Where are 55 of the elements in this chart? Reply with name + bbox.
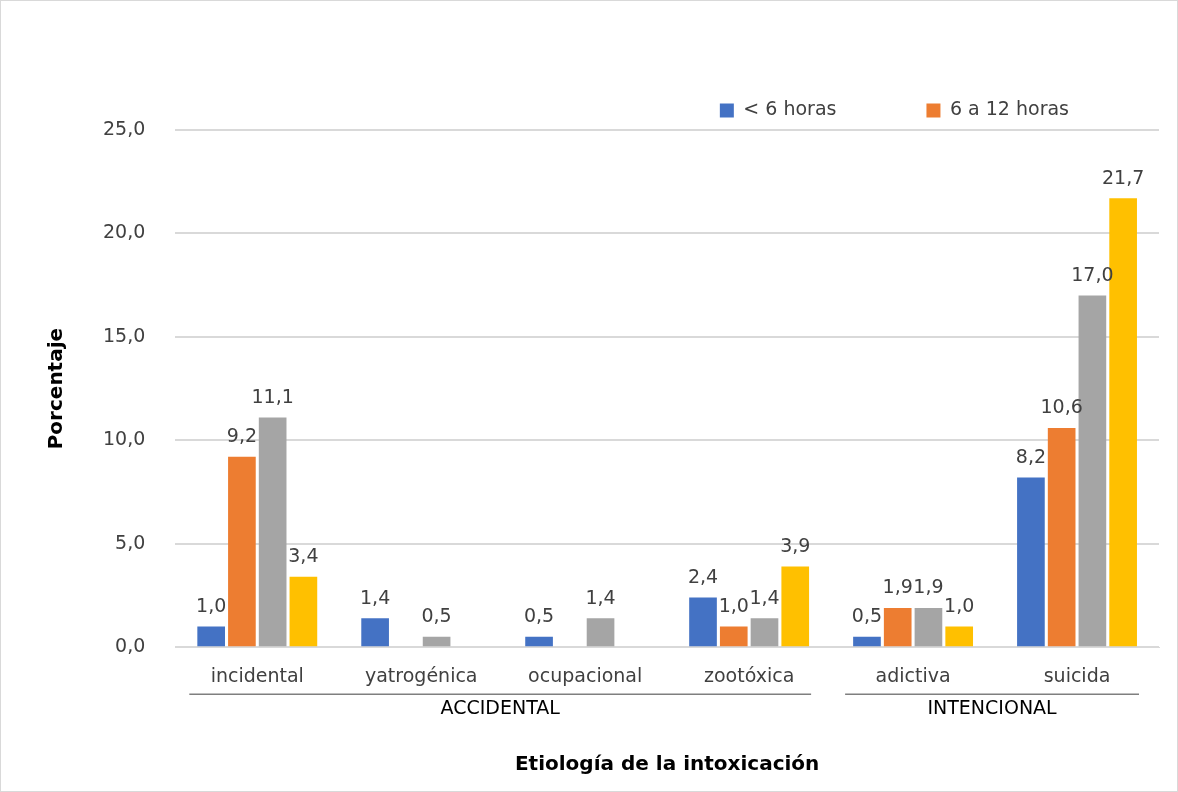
x-axis-title: Etiología de la intoxicación xyxy=(514,751,820,776)
data-label: 0,5 xyxy=(421,604,452,627)
data-label: 1,4 xyxy=(749,585,780,608)
data-label: 1,0 xyxy=(196,593,227,616)
data-label: 0,5 xyxy=(523,604,555,627)
x-tick-label: suicida xyxy=(1043,663,1111,686)
data-label: 0,5 xyxy=(851,604,883,627)
y-tick-label: 25,0 xyxy=(102,116,146,139)
data-label: 1,4 xyxy=(360,585,391,608)
data-label: 2,4 xyxy=(687,564,719,587)
bar xyxy=(883,607,912,647)
bar xyxy=(914,607,943,647)
legend-label: < 6 horas xyxy=(743,97,837,120)
data-label: 1,9 xyxy=(882,575,913,598)
data-label: 10,6 xyxy=(1040,395,1083,418)
data-label: 3,4 xyxy=(288,544,319,567)
x-tick-label: incidental xyxy=(210,663,304,686)
data-label: 1,9 xyxy=(913,575,944,598)
y-tick-label: 0,0 xyxy=(115,634,146,657)
data-label: 21,7 xyxy=(1101,165,1145,188)
data-label: 9,2 xyxy=(226,424,258,447)
x-tick-label: adictiva xyxy=(875,663,951,686)
data-label: 1,0 xyxy=(718,593,749,616)
bar xyxy=(289,576,318,647)
data-label: 11,1 xyxy=(251,385,294,407)
y-tick-label: 20,0 xyxy=(102,220,146,243)
bar xyxy=(689,597,717,647)
bar xyxy=(228,456,256,647)
bar xyxy=(750,618,779,647)
y-tick-label: 15,0 xyxy=(102,323,146,346)
text: ACCIDENTAL xyxy=(440,695,561,718)
bar xyxy=(719,626,748,647)
y-axis-title: Porcentaje xyxy=(43,327,68,450)
bar xyxy=(422,636,451,647)
text: INTENCIONAL xyxy=(927,695,1058,718)
data-label: 3,9 xyxy=(780,533,811,556)
bar xyxy=(361,618,389,647)
bar xyxy=(1017,477,1045,647)
bar xyxy=(586,618,615,647)
bar xyxy=(197,626,225,647)
bar xyxy=(781,566,810,647)
x-tick-label: ocupacional xyxy=(528,663,643,686)
x-tick-label: yatrogénica xyxy=(364,663,478,686)
y-tick-label: 5,0 xyxy=(115,530,146,553)
x-tick-label: zootóxica xyxy=(703,663,795,686)
bar xyxy=(945,626,974,647)
bar xyxy=(258,417,287,647)
data-label: 8,2 xyxy=(1015,445,1047,467)
bar xyxy=(853,636,881,647)
data-label: 1,0 xyxy=(944,593,975,616)
data-label: 1,4 xyxy=(585,585,616,608)
bar xyxy=(1047,427,1076,647)
bar xyxy=(525,636,553,647)
y-tick-label: 10,0 xyxy=(102,427,146,450)
legend-label: 6 a 12 horas xyxy=(949,97,1069,120)
